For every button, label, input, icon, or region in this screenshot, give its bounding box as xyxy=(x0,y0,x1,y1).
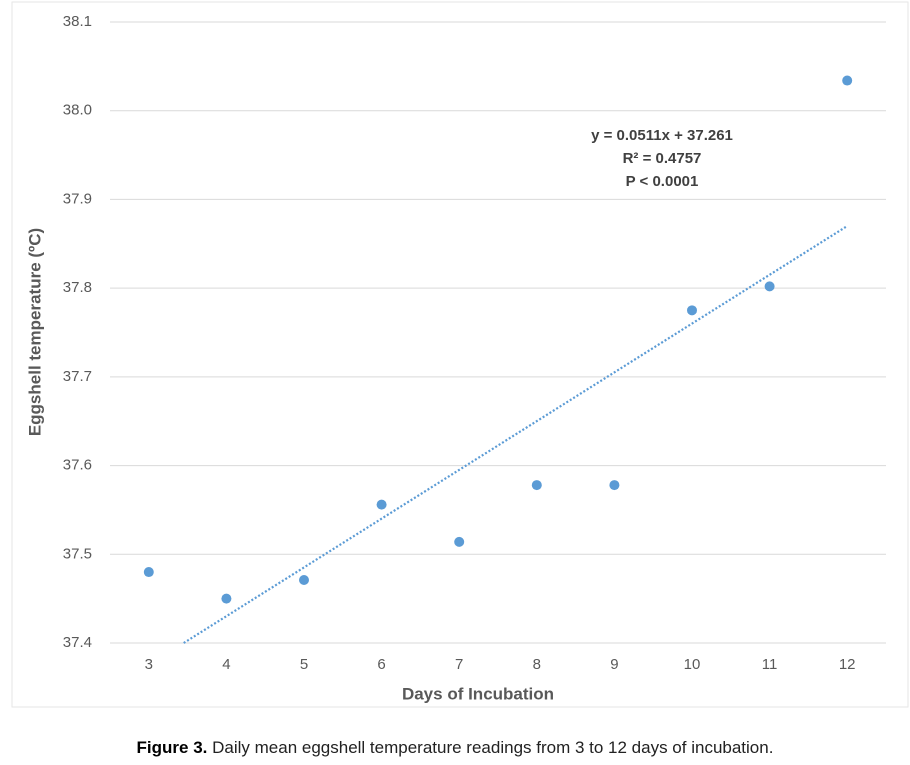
point xyxy=(531,480,542,491)
point xyxy=(842,75,853,86)
x-tick-label: 3 xyxy=(145,656,153,673)
x-tick-label: 6 xyxy=(377,656,385,673)
annotation: y = 0.0511x + 37.261 xyxy=(591,127,733,144)
y-tick-label: 37.7 xyxy=(63,368,92,385)
y-tick-label: 37.4 xyxy=(63,634,92,651)
y-tick-label: 37.9 xyxy=(63,190,92,207)
point xyxy=(221,593,232,604)
caption-text: Daily mean eggshell temperature readings… xyxy=(212,738,773,757)
trendline xyxy=(183,225,848,644)
caption: Figure 3. Daily mean eggshell temperatur… xyxy=(137,738,774,757)
caption-label: Figure 3. xyxy=(137,738,208,757)
x-tick-label: 11 xyxy=(762,656,778,673)
point xyxy=(687,305,697,316)
point xyxy=(454,536,465,547)
y-tick-label: 38.0 xyxy=(63,102,92,119)
x-tick-label: 10 xyxy=(684,656,701,673)
x-axis-title: Days of Incubation xyxy=(402,684,554,703)
x-tick-label: 8 xyxy=(533,656,541,673)
y-axis-title: Eggshell temperature (ºC) xyxy=(25,228,44,436)
point xyxy=(299,575,309,586)
annotation: P < 0.0001 xyxy=(626,173,699,190)
x-tick-label: 5 xyxy=(300,656,308,673)
y-tick-label: 37.8 xyxy=(63,279,92,296)
chart-border xyxy=(11,1,909,708)
annotation: R² = 0.4757 xyxy=(623,150,702,167)
y-tick-label: 37.6 xyxy=(63,457,92,474)
point xyxy=(143,567,154,578)
x-tick-label: 9 xyxy=(610,656,618,673)
y-tick-label: 38.1 xyxy=(63,13,92,30)
x-tick-label: 4 xyxy=(222,656,230,673)
point xyxy=(609,480,620,491)
point xyxy=(764,281,775,292)
x-tick-label: 7 xyxy=(455,656,463,673)
point xyxy=(376,499,387,510)
y-tick-label: 37.5 xyxy=(63,545,92,562)
x-tick-label: 12 xyxy=(839,656,856,673)
